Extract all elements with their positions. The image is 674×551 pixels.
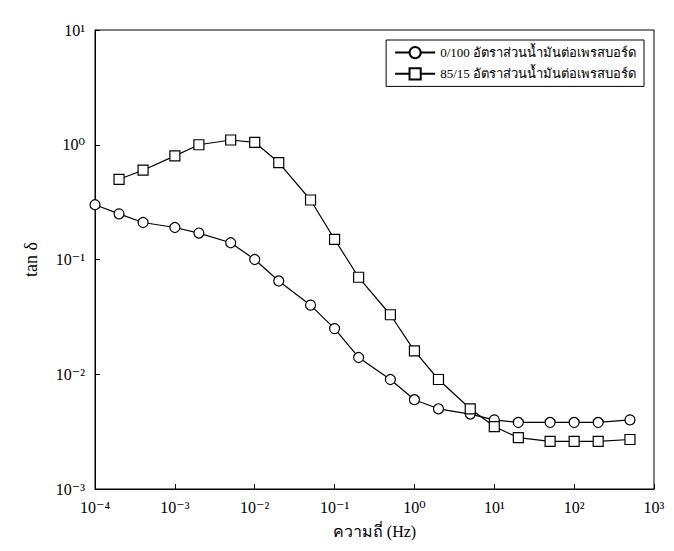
svg-text:0/100 อัตราส่วนน้ำมันต่อเพรสบอ: 0/100 อัตราส่วนน้ำมันต่อเพรสบอร์ด bbox=[440, 43, 636, 60]
svg-text:10⁻¹: 10⁻¹ bbox=[56, 251, 85, 268]
svg-text:10²: 10² bbox=[564, 499, 585, 516]
svg-text:10⁰: 10⁰ bbox=[63, 136, 85, 153]
svg-text:ความถี่ (Hz): ความถี่ (Hz) bbox=[333, 520, 416, 541]
svg-text:10⁻⁴: 10⁻⁴ bbox=[80, 499, 110, 516]
svg-text:10⁻¹: 10⁻¹ bbox=[320, 499, 349, 516]
svg-text:tan δ: tan δ bbox=[21, 242, 41, 277]
svg-text:10⁰: 10⁰ bbox=[403, 499, 425, 516]
svg-text:10⁻²: 10⁻² bbox=[240, 499, 269, 516]
svg-text:10⁻²: 10⁻² bbox=[56, 366, 85, 383]
svg-text:10¹: 10¹ bbox=[484, 499, 505, 516]
svg-text:10¹: 10¹ bbox=[64, 22, 85, 39]
svg-text:85/15 อัตราส่วนน้ำมันต่อเพรสบอ: 85/15 อัตราส่วนน้ำมันต่อเพรสบอร์ด bbox=[440, 64, 636, 81]
svg-text:10⁻³: 10⁻³ bbox=[160, 499, 189, 516]
svg-text:10³: 10³ bbox=[644, 499, 665, 516]
svg-text:10⁻³: 10⁻³ bbox=[56, 481, 85, 498]
